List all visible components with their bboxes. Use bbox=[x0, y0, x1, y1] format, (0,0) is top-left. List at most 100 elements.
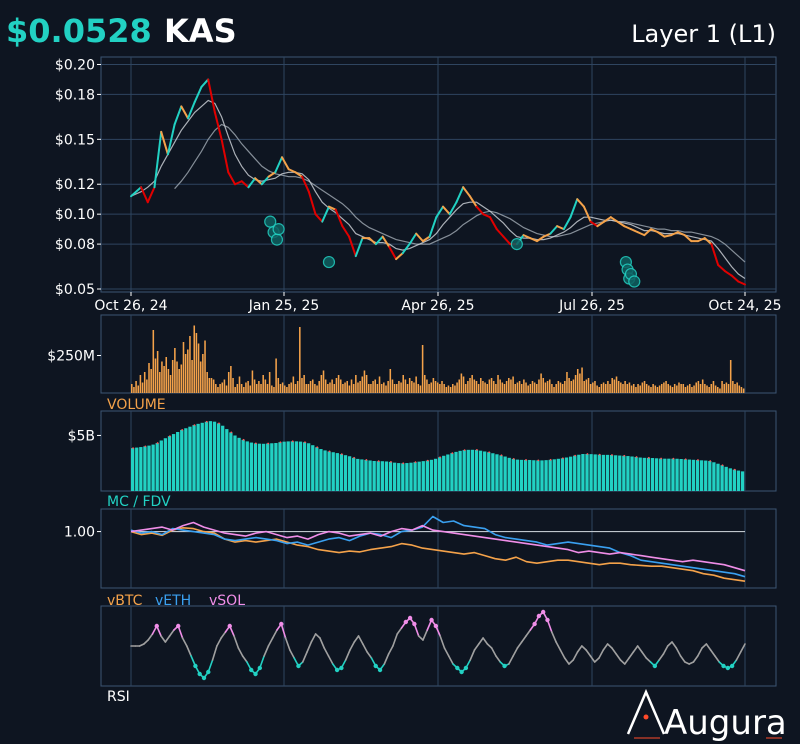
volume-bar bbox=[523, 379, 525, 393]
mcfdv-bar bbox=[233, 435, 237, 491]
volume-bar bbox=[536, 384, 538, 393]
volume-bar bbox=[622, 384, 624, 393]
rsi-segment bbox=[147, 633, 154, 641]
mcfdv-bar bbox=[552, 459, 556, 491]
mcfdv-tip bbox=[660, 457, 662, 460]
mcfdv-bar bbox=[695, 460, 700, 491]
volume-bar bbox=[146, 379, 148, 393]
mcfdv-bar bbox=[159, 440, 163, 491]
rsi-segment bbox=[168, 629, 175, 637]
price-segment bbox=[542, 232, 552, 238]
volume-bar bbox=[473, 379, 476, 393]
mcfdv-tip bbox=[611, 454, 613, 456]
volume-bar bbox=[372, 381, 374, 393]
volume-bar bbox=[691, 387, 693, 393]
volume-bar bbox=[546, 381, 549, 393]
rsi-segment bbox=[306, 641, 313, 653]
mcfdv-bar bbox=[671, 458, 675, 491]
volume-bar bbox=[480, 378, 482, 393]
mcfdv-tip bbox=[156, 442, 159, 444]
mcfdv-bar bbox=[478, 450, 483, 491]
volume-bar bbox=[402, 375, 404, 393]
rsi-segment bbox=[696, 647, 703, 657]
price-segment bbox=[280, 156, 290, 171]
mcfdv-bar bbox=[581, 454, 585, 491]
volume-bar bbox=[548, 379, 551, 393]
volume-bar bbox=[704, 384, 706, 393]
mcfdv-bar bbox=[601, 454, 606, 491]
rsi-segment bbox=[267, 637, 274, 647]
volume-bar bbox=[432, 378, 435, 393]
volume-bar bbox=[260, 384, 262, 393]
volume-bar bbox=[714, 385, 717, 393]
volume-bar bbox=[253, 379, 256, 393]
price-segment bbox=[200, 78, 210, 88]
rsi-segment bbox=[645, 657, 652, 663]
rsi-oversold-dot bbox=[249, 667, 254, 673]
volume-bar bbox=[576, 369, 579, 393]
volume-bar bbox=[167, 369, 170, 393]
volume-bar bbox=[581, 367, 583, 393]
rsi-segment bbox=[628, 651, 635, 659]
volume-bar bbox=[331, 379, 333, 393]
volume-bar bbox=[355, 375, 357, 393]
mcfdv-bar bbox=[446, 454, 450, 491]
mcfdv-tip bbox=[439, 456, 441, 459]
price-segment bbox=[730, 274, 740, 283]
mcfdv-bar bbox=[261, 443, 266, 491]
price-segment bbox=[670, 231, 679, 237]
rsi-segment bbox=[563, 657, 570, 665]
price-segment bbox=[609, 216, 619, 223]
mcfdv-bar bbox=[139, 447, 143, 491]
price-segment bbox=[616, 220, 626, 228]
volume-bar bbox=[508, 378, 510, 393]
volume-label: VOLUME bbox=[107, 397, 166, 413]
rsi-segment bbox=[392, 633, 399, 647]
mcfdv-tip bbox=[733, 468, 736, 471]
mcfdv-bar bbox=[429, 459, 434, 491]
mcfdv-bar bbox=[323, 450, 327, 491]
mcfdv-tip bbox=[230, 431, 233, 434]
mcfdv-bar bbox=[409, 462, 413, 491]
mcfdv-tip bbox=[390, 460, 392, 463]
volume-bar bbox=[497, 375, 499, 393]
volume-bar bbox=[165, 357, 168, 393]
volume-bar bbox=[650, 387, 652, 393]
rsi-segment bbox=[701, 643, 708, 649]
logo-dot-icon bbox=[643, 714, 649, 720]
volume-bar bbox=[398, 381, 400, 393]
mcfdv-bar bbox=[650, 458, 655, 491]
volume-bar bbox=[570, 381, 573, 393]
rsi-overbought-dot bbox=[412, 621, 417, 627]
volume-bar bbox=[178, 369, 180, 393]
volume-bar bbox=[335, 378, 338, 393]
mcfdv-bar bbox=[699, 460, 704, 491]
mcfdv-bar bbox=[315, 447, 319, 491]
volume-bar bbox=[596, 385, 598, 393]
volume-bar bbox=[159, 372, 161, 393]
volume-bar bbox=[475, 381, 478, 393]
volume-bar bbox=[199, 361, 202, 393]
volume-bar bbox=[296, 381, 299, 393]
volume-bar bbox=[706, 385, 708, 393]
volume-bar bbox=[206, 372, 208, 393]
mcfdv-bar bbox=[184, 428, 188, 491]
volume-bar bbox=[182, 342, 185, 393]
volume-bar bbox=[389, 369, 392, 393]
volume-bar bbox=[639, 385, 641, 393]
volume-bar bbox=[611, 378, 613, 393]
volume-bar bbox=[729, 360, 732, 393]
volume-bar bbox=[495, 384, 497, 393]
mcfdv-tip bbox=[647, 456, 650, 459]
mcfdv-tip bbox=[574, 454, 577, 457]
mcfdv-bar bbox=[564, 457, 569, 491]
mcfdv-bar bbox=[257, 443, 262, 491]
volume-bar bbox=[529, 384, 532, 393]
mcfdv-bar bbox=[216, 423, 221, 491]
price-segment bbox=[495, 228, 505, 238]
ma-slow-line bbox=[174, 123, 746, 263]
volume-bar bbox=[671, 387, 674, 393]
rsi-segment bbox=[482, 637, 489, 645]
logo-text: Augura bbox=[664, 703, 787, 743]
